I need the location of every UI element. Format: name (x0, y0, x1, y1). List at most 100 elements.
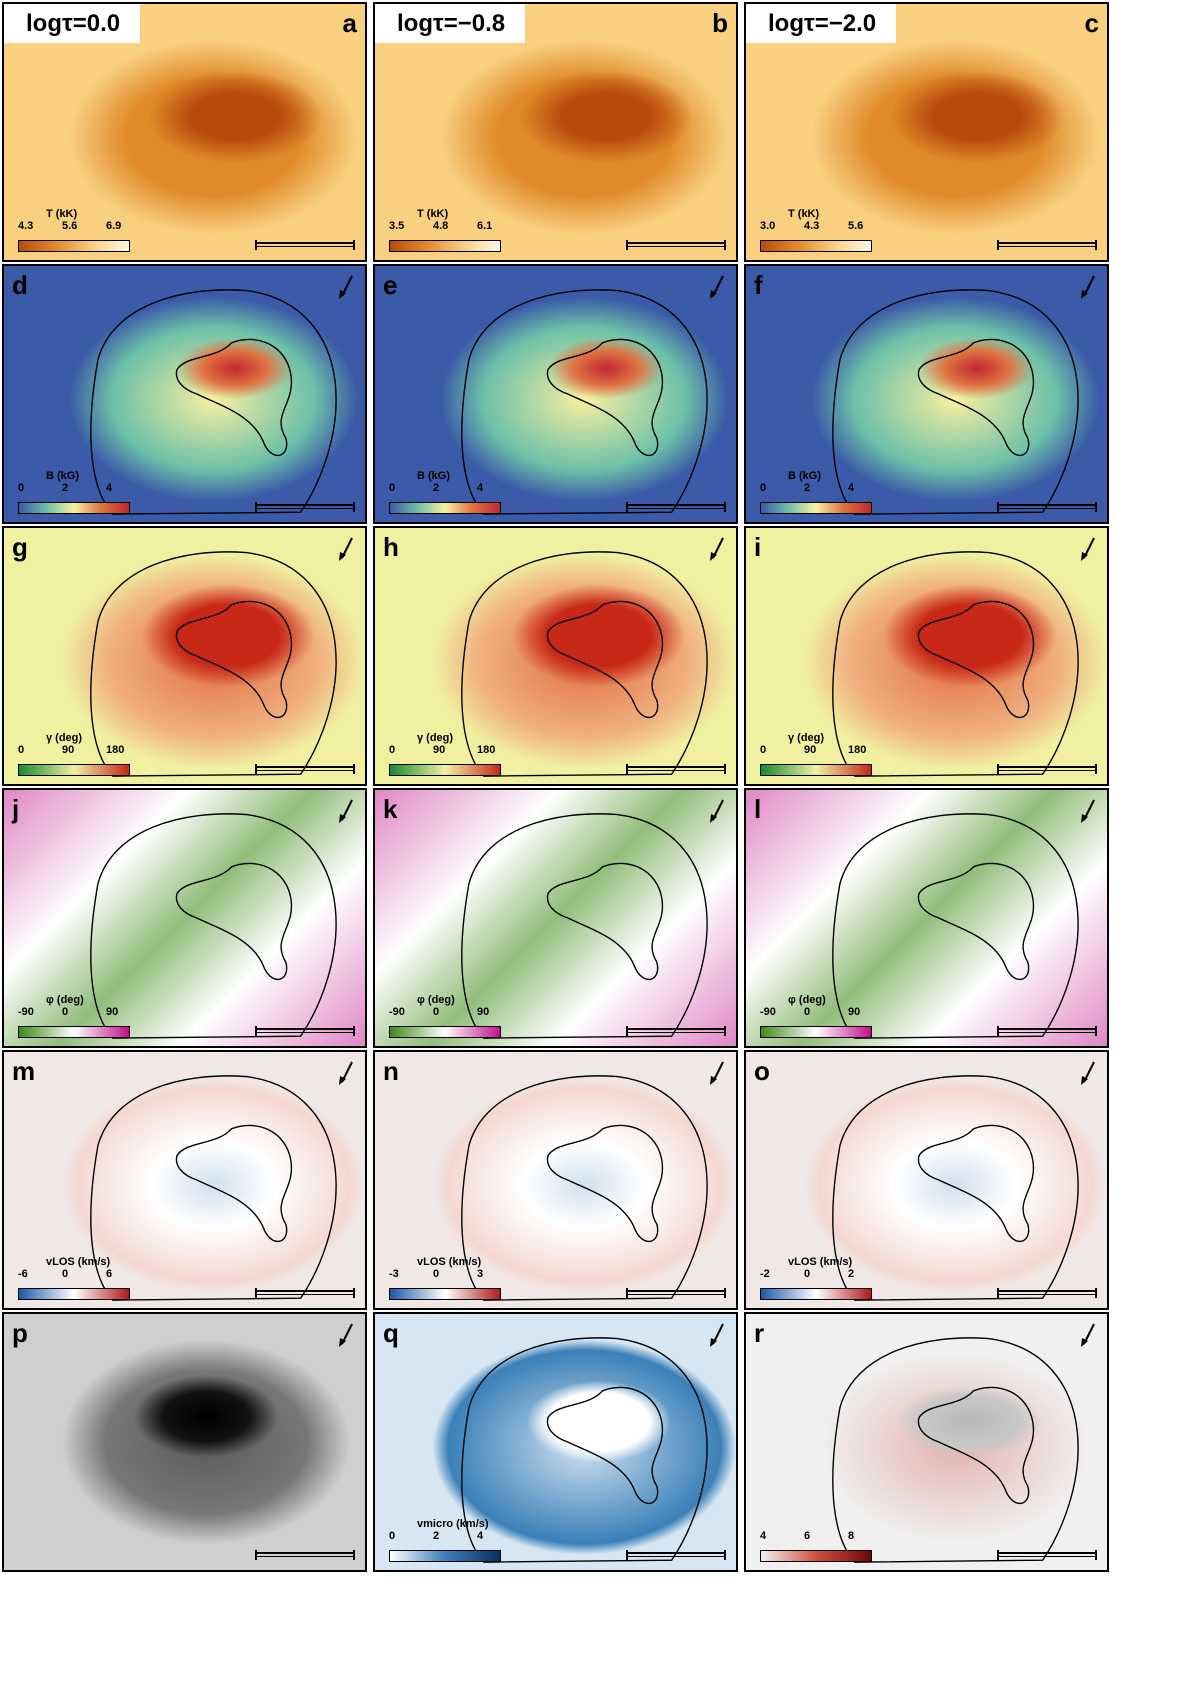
scale-bar (626, 1026, 726, 1036)
panel-image (375, 1052, 736, 1308)
colorbar-tick-label: 0 (62, 1268, 69, 1280)
colorbar-tick-label: 90 (477, 1006, 490, 1018)
panel-n: n vLOS (km/s) -3 0 3 (373, 1050, 738, 1310)
colorbar: φ (deg) -90 0 90 (18, 994, 130, 1038)
colorbar-tick-label: 6.9 (106, 220, 122, 232)
disk-center-arrow-icon (1081, 1061, 1095, 1085)
colorbar-title: B (kG) (46, 470, 79, 482)
penumbra-contour (832, 1075, 1079, 1301)
disk-center-arrow-icon (1081, 275, 1095, 299)
panel-i: i γ (deg) 0 90 180 (744, 526, 1109, 786)
colorbar-tick-label: 90 (433, 744, 446, 756)
colorbar-gradient (18, 764, 130, 776)
penumbra-contour (461, 1337, 708, 1563)
colorbar-tick-label: 3.0 (760, 220, 776, 232)
colorbar: γ (deg) 0 90 180 (760, 732, 872, 776)
panel-b: logτ=−0.8 b T (kK) 3.5 4.8 6.1 (373, 2, 738, 262)
colorbar: vLOS (km/s) -6 0 6 (18, 1256, 130, 1300)
colorbar-tick-label: 5.6 (848, 220, 864, 232)
panel-letter: f (754, 270, 763, 300)
panel-m: m vLOS (km/s) -6 0 6 (2, 1050, 367, 1310)
colorbar-gradient (760, 1026, 872, 1038)
disk-center-arrow-icon (339, 1061, 353, 1085)
panel-image (4, 528, 365, 784)
colorbar-gradient (760, 764, 872, 776)
panel-letter: h (383, 532, 399, 562)
colorbar-gradient (389, 1026, 501, 1038)
colorbar-title: vmicro (km/s) (417, 1518, 489, 1530)
colorbar-title: vLOS (km/s) (788, 1256, 853, 1268)
colorbar-tick-label: 2 (848, 1268, 855, 1280)
scale-bar (626, 1288, 726, 1298)
colorbar: vLOS (km/s) -3 0 3 (389, 1256, 501, 1300)
panel-d: d B (kG) 0 2 4 (2, 264, 367, 524)
colorbar: T (kK) 3.0 4.3 5.6 (760, 208, 872, 252)
panel-p: p (2, 1312, 367, 1572)
panel-image (746, 1314, 1107, 1570)
panel-letter: m (12, 1056, 36, 1086)
colorbar-title: vLOS (km/s) (417, 1256, 482, 1268)
colorbar-tick-label: 4 (477, 1530, 484, 1542)
colorbar-tick-label: 0 (760, 482, 767, 494)
disk-center-arrow-icon (339, 1323, 353, 1347)
panel-letter: e (383, 270, 398, 300)
colorbar-tick-label: 180 (477, 744, 496, 756)
panel-image (375, 1314, 736, 1570)
scale-bar (255, 1288, 355, 1298)
panel-letter: p (12, 1318, 28, 1348)
panel-letter: j (12, 794, 20, 824)
colorbar-tick-label: 4.3 (18, 220, 34, 232)
colorbar-title: φ (deg) (417, 994, 455, 1006)
column-heading: logτ=−2.0 (746, 4, 897, 43)
disk-center-arrow-icon (710, 1323, 724, 1347)
panel-letter: b (712, 8, 728, 38)
scale-bar (255, 1550, 355, 1560)
panel-image (746, 266, 1107, 522)
panel-h: h γ (deg) 0 90 180 (373, 526, 738, 786)
disk-center-arrow-icon (339, 537, 353, 561)
disk-center-arrow-icon (710, 275, 724, 299)
colorbar-title: T (kK) (46, 208, 78, 220)
colorbar-gradient (389, 1550, 501, 1562)
colorbar: B (kG) 0 2 4 (389, 470, 501, 514)
scale-bar (626, 1550, 726, 1560)
colorbar-tick-label: 2 (433, 1530, 440, 1542)
panel-image (4, 1052, 365, 1308)
colorbar-tick-label: 90 (62, 744, 75, 756)
panel-letter: i (754, 532, 762, 562)
panel-letter: r (754, 1318, 765, 1348)
colorbar-tick-label: 4 (477, 482, 484, 494)
colorbar-title: γ (deg) (788, 732, 825, 744)
colorbar-gradient (760, 1288, 872, 1300)
colorbar-tick-label: 0 (18, 482, 25, 494)
panel-letter: g (12, 532, 28, 562)
panel-letter: c (1084, 8, 1099, 38)
colorbar-tick-label: 4 (848, 482, 855, 494)
panel-k: k φ (deg) -90 0 90 (373, 788, 738, 1048)
colorbar-tick-label: 2 (804, 482, 811, 494)
colorbar-title: B (kG) (417, 470, 450, 482)
scale-bar (997, 502, 1097, 512)
colorbar-title: γ (deg) (46, 732, 83, 744)
panel-q: q vmicro (km/s) 0 2 4 (373, 1312, 738, 1572)
penumbra-contour (832, 551, 1079, 777)
disk-center-arrow-icon (339, 275, 353, 299)
colorbar: T (kK) 4.3 5.6 6.9 (18, 208, 130, 252)
disk-center-arrow-icon (710, 1061, 724, 1085)
disk-center-arrow-icon (1081, 1323, 1095, 1347)
colorbar: T (kK) 3.5 4.8 6.1 (389, 208, 501, 252)
panel-image (746, 4, 1107, 260)
panel-f: f B (kG) 0 2 4 (744, 264, 1109, 524)
scale-bar (997, 1288, 1097, 1298)
colorbar-tick-label: 3.5 (389, 220, 405, 232)
colorbar-tick-label: 0 (804, 1006, 811, 1018)
panel-g: g γ (deg) 0 90 180 (2, 526, 367, 786)
colorbar-title: T (kK) (788, 208, 820, 220)
colorbar-tick-label: 3 (477, 1268, 484, 1280)
colorbar-gradient (18, 1288, 130, 1300)
panel-image (375, 4, 736, 260)
scale-bar (997, 240, 1097, 250)
panel-letter: q (383, 1318, 399, 1348)
colorbar-title: B (kG) (788, 470, 821, 482)
